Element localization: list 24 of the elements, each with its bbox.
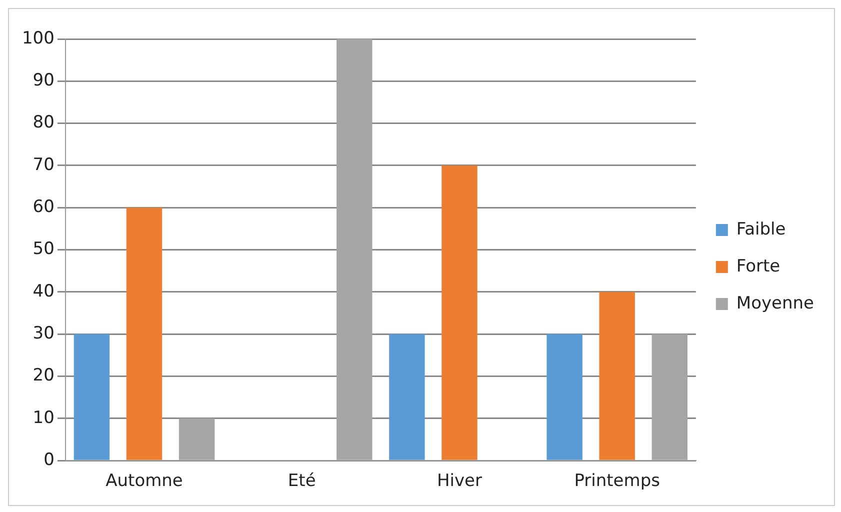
y-tick-label: 80 (32, 112, 54, 133)
x-tick-label: Hiver (436, 471, 482, 492)
y-tick-label: 70 (32, 154, 54, 175)
x-tick-label: Eté (288, 471, 316, 492)
legend-label: Forte (736, 256, 780, 276)
bar (442, 165, 478, 460)
bar (546, 334, 582, 460)
y-tick-label: 100 (22, 28, 54, 48)
x-tick-label: Automne (106, 471, 183, 492)
y-tick-label: 40 (32, 281, 54, 302)
y-tick-label: 60 (32, 197, 54, 218)
legend-label: Moyenne (736, 293, 814, 314)
legend-label: Faible (736, 219, 786, 240)
y-tick-label: 30 (32, 324, 54, 344)
y-tick-label: 20 (32, 366, 54, 386)
bar (599, 292, 635, 460)
x-tick-label: Printemps (574, 471, 660, 492)
bar (126, 208, 162, 460)
y-tick-label: 50 (32, 239, 54, 260)
bar (74, 334, 110, 460)
y-tick-label: 0 (44, 450, 54, 470)
y-tick-label: 10 (32, 408, 54, 428)
y-tick-label: 90 (32, 70, 54, 91)
bar (389, 334, 425, 460)
